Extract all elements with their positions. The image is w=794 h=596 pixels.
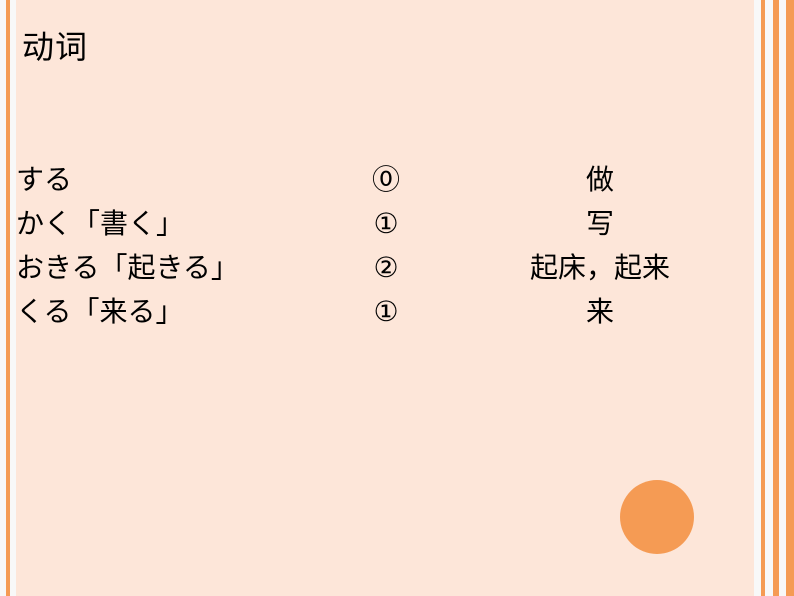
vocab-row: かく「書く」 ① 写 — [16, 202, 754, 246]
stripe-right-3 — [786, 0, 794, 596]
content: 动词 する ⓪ 做 かく「書く」 ① 写 おきる「起きる」 ② 起床，起来 くる… — [16, 0, 754, 596]
vocab-word: かく「書く」 — [16, 202, 326, 242]
vocab-accent: ① — [326, 295, 446, 328]
vocab-accent: ① — [326, 207, 446, 240]
vocab-row: する ⓪ 做 — [16, 158, 754, 202]
vocab-word: くる「来る」 — [16, 290, 326, 330]
page-title: 动词 — [22, 22, 88, 68]
circle-decoration — [620, 480, 694, 554]
vocab-meaning: 写 — [446, 202, 754, 242]
vocab-row: くる「来る」 ① 来 — [16, 290, 754, 334]
slide: 动词 する ⓪ 做 かく「書く」 ① 写 おきる「起きる」 ② 起床，起来 くる… — [0, 0, 794, 596]
vocab-row: おきる「起きる」 ② 起床，起来 — [16, 246, 754, 290]
vocab-meaning: 来 — [446, 290, 754, 330]
vocab-word: する — [16, 158, 326, 198]
vocab-meaning: 起床，起来 — [446, 246, 754, 286]
stripe-right-1 — [761, 0, 765, 596]
vocab-meaning: 做 — [446, 158, 754, 198]
stripe-right-2 — [773, 0, 779, 596]
stripe-left — [6, 0, 10, 596]
vocab-list: する ⓪ 做 かく「書く」 ① 写 おきる「起きる」 ② 起床，起来 くる「来る… — [16, 158, 754, 334]
vocab-word: おきる「起きる」 — [16, 246, 326, 286]
vocab-accent: ② — [326, 251, 446, 284]
vocab-accent: ⓪ — [326, 158, 446, 198]
